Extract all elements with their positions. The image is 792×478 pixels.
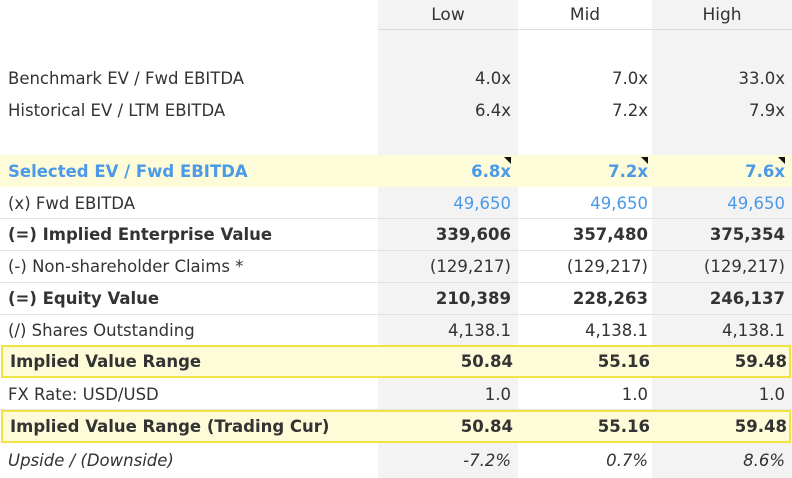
historical-row: Historical EV / LTM EBITDA 6.4x 7.2x 7.9… bbox=[0, 94, 792, 126]
column-header-low: Low bbox=[431, 5, 465, 25]
selected-mid-input[interactable]: 7.2x bbox=[608, 161, 648, 181]
benchmark-high[interactable]: 33.0x bbox=[738, 68, 785, 88]
fwd-ebitda-high-input[interactable]: 49,650 bbox=[727, 193, 785, 213]
fwd-ebitda-row: (x) Fwd EBITDA 49,650 49,650 49,650 bbox=[0, 188, 792, 219]
implied-value-range-trading-label: Implied Value Range (Trading Cur) bbox=[10, 417, 330, 436]
upside-low[interactable]: -7.2% bbox=[463, 450, 511, 470]
implied-ev-mid[interactable]: 357,480 bbox=[572, 225, 648, 244]
benchmark-label: Benchmark EV / Fwd EBITDA bbox=[8, 68, 245, 88]
implied-ev-high[interactable]: 375,354 bbox=[709, 225, 785, 244]
comment-indicator-icon bbox=[504, 157, 511, 164]
comment-indicator-icon bbox=[778, 157, 785, 164]
fx-rate-high[interactable]: 1.0 bbox=[758, 384, 785, 404]
low-column-shading bbox=[378, 0, 518, 478]
upside-row: Upside / (Downside) -7.2% 0.7% 8.6% bbox=[0, 444, 792, 476]
selected-low-input[interactable]: 6.8x bbox=[471, 161, 511, 181]
historical-label: Historical EV / LTM EBITDA bbox=[8, 100, 226, 120]
equity-row: (=) Equity Value 210,389 228,263 246,137 bbox=[0, 283, 792, 315]
benchmark-row: Benchmark EV / Fwd EBITDA 4.0x 7.0x 33.0… bbox=[0, 62, 792, 94]
claims-label: (-) Non-shareholder Claims * bbox=[8, 257, 244, 276]
fx-rate-low[interactable]: 1.0 bbox=[484, 384, 511, 404]
implied-value-range-trading-row: Implied Value Range (Trading Cur) 50.84 … bbox=[1, 410, 791, 443]
column-header-row: Low Mid High bbox=[0, 0, 792, 30]
implied-ev-label: (=) Implied Enterprise Value bbox=[8, 225, 273, 244]
claims-row: (-) Non-shareholder Claims * (129,217) (… bbox=[0, 251, 792, 283]
shares-low[interactable]: 4,138.1 bbox=[448, 321, 511, 340]
historical-high[interactable]: 7.9x bbox=[748, 100, 785, 120]
fwd-ebitda-low-input[interactable]: 49,650 bbox=[453, 193, 511, 213]
benchmark-low[interactable]: 4.0x bbox=[474, 68, 511, 88]
implied-value-range-trading-low[interactable]: 50.84 bbox=[460, 417, 513, 436]
fx-rate-label: FX Rate: USD/USD bbox=[8, 384, 159, 404]
equity-high[interactable]: 246,137 bbox=[709, 289, 785, 308]
implied-value-range-high[interactable]: 59.48 bbox=[734, 352, 787, 371]
high-column-shading bbox=[652, 0, 792, 478]
header-divider bbox=[378, 29, 792, 30]
equity-label: (=) Equity Value bbox=[8, 289, 160, 308]
implied-value-range-label: Implied Value Range bbox=[10, 352, 202, 371]
fwd-ebitda-label: (x) Fwd EBITDA bbox=[8, 193, 135, 213]
upside-label: Upside / (Downside) bbox=[8, 450, 174, 470]
implied-ev-row: (=) Implied Enterprise Value 339,606 357… bbox=[0, 219, 792, 251]
claims-mid[interactable]: (129,217) bbox=[566, 257, 648, 276]
column-header-mid: Mid bbox=[569, 5, 601, 25]
benchmark-mid[interactable]: 7.0x bbox=[611, 68, 648, 88]
claims-high[interactable]: (129,217) bbox=[703, 257, 785, 276]
column-header-high: High bbox=[702, 5, 742, 25]
upside-high[interactable]: 8.6% bbox=[743, 450, 785, 470]
comment-indicator-icon bbox=[641, 157, 648, 164]
implied-value-range-low[interactable]: 50.84 bbox=[460, 352, 513, 371]
shares-high[interactable]: 4,138.1 bbox=[722, 321, 785, 340]
selected-multiple-row: Selected EV / Fwd EBITDA 6.8x 7.2x 7.6x bbox=[0, 155, 792, 187]
upside-mid[interactable]: 0.7% bbox=[606, 450, 648, 470]
fwd-ebitda-mid-input[interactable]: 49,650 bbox=[590, 193, 648, 213]
equity-mid[interactable]: 228,263 bbox=[572, 289, 648, 308]
selected-label: Selected EV / Fwd EBITDA bbox=[8, 161, 248, 181]
claims-low[interactable]: (129,217) bbox=[429, 257, 511, 276]
fx-rate-mid[interactable]: 1.0 bbox=[621, 384, 648, 404]
implied-ev-low[interactable]: 339,606 bbox=[435, 225, 511, 244]
implied-value-range-trading-high[interactable]: 59.48 bbox=[734, 417, 787, 436]
shares-mid[interactable]: 4,138.1 bbox=[585, 321, 648, 340]
historical-low[interactable]: 6.4x bbox=[474, 100, 511, 120]
implied-value-range-trading-mid[interactable]: 55.16 bbox=[597, 417, 650, 436]
implied-value-range-mid[interactable]: 55.16 bbox=[597, 352, 650, 371]
shares-row: (/) Shares Outstanding 4,138.1 4,138.1 4… bbox=[0, 315, 792, 346]
shares-label: (/) Shares Outstanding bbox=[8, 321, 195, 340]
fx-rate-row: FX Rate: USD/USD 1.0 1.0 1.0 bbox=[0, 379, 792, 410]
selected-high-input[interactable]: 7.6x bbox=[745, 161, 785, 181]
equity-low[interactable]: 210,389 bbox=[435, 289, 511, 308]
historical-mid[interactable]: 7.2x bbox=[611, 100, 648, 120]
implied-value-range-row: Implied Value Range 50.84 55.16 59.48 bbox=[1, 345, 791, 378]
